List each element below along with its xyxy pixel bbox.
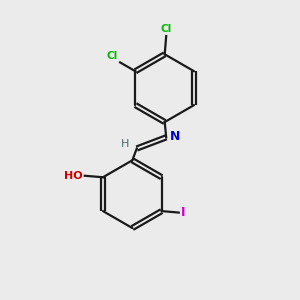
Text: Cl: Cl — [160, 24, 172, 34]
Text: N: N — [170, 130, 180, 143]
Text: I: I — [181, 206, 185, 219]
Text: H: H — [121, 139, 129, 149]
Text: HO: HO — [64, 171, 83, 181]
Text: Cl: Cl — [106, 51, 118, 61]
